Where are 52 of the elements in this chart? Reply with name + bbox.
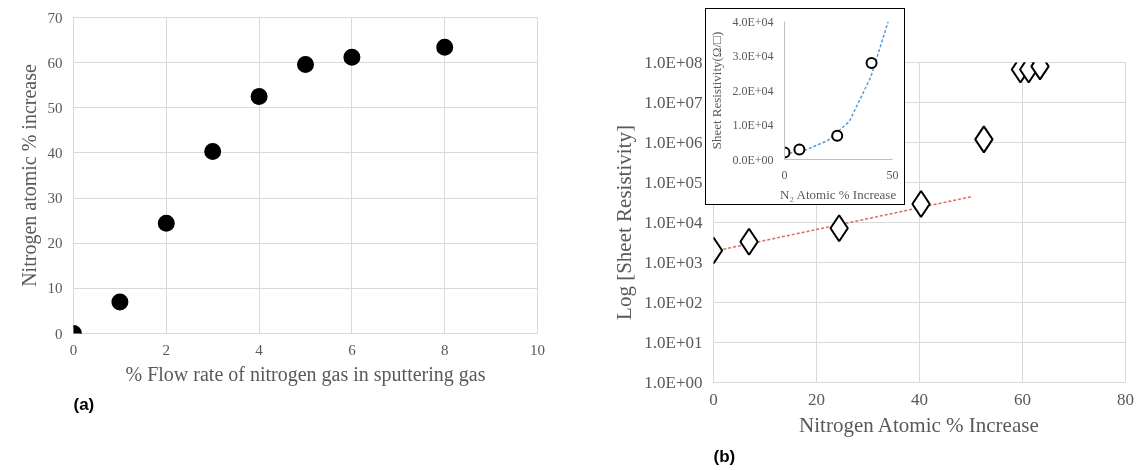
y-tick-label: 2.0E+04 <box>732 83 774 98</box>
x-tick-label: 40 <box>911 389 928 409</box>
text: (a) <box>73 394 95 414</box>
y-axis-title: Sheet Resistivity(Ω/□) <box>709 31 725 150</box>
point <box>436 38 454 56</box>
y-tick-label: 1.0E+04 <box>644 213 703 232</box>
x-tick-label: 0 <box>69 341 78 358</box>
y-tick-label: 20 <box>47 235 63 252</box>
y-tick-label: 30 <box>47 190 63 207</box>
point <box>111 293 129 311</box>
y-tick-label: 4.0E+04 <box>732 14 774 29</box>
x-axis-title: N₂ Atomic % Increase <box>780 186 897 202</box>
y-tick-label: 0.0E+00 <box>732 152 774 167</box>
point <box>865 56 878 69</box>
y-tick-label: 1.0E+06 <box>644 133 703 152</box>
y-tick-label: 0 <box>55 325 63 342</box>
x-tick-label: 20 <box>808 389 825 409</box>
point <box>831 129 844 142</box>
x-tick-label: 10 <box>530 341 545 358</box>
y-tick-label: 1.0E+05 <box>644 173 703 192</box>
y-axis-title: Log [Sheet Resistivity] <box>612 125 637 320</box>
x-axis-title: % Flow rate of nitrogen gas in sputtering gas <box>125 362 486 386</box>
y-tick-label: 10 <box>47 280 63 297</box>
y-tick-label: 1.0E+03 <box>644 253 703 272</box>
y-tick-label: 70 <box>47 9 63 26</box>
x-axis-title: Nitrogen Atomic % Increase <box>799 412 1039 437</box>
point <box>793 143 806 156</box>
x-tick-label: 60 <box>1014 389 1031 409</box>
y-tick-label: 40 <box>47 144 63 161</box>
y-axis-title: Nitrogen atomic % increase <box>17 64 41 287</box>
x-tick-label: 8 <box>440 341 449 358</box>
x-tick-label: 80 <box>1117 389 1134 409</box>
y-tick-label: 1.0E+07 <box>644 93 703 112</box>
point <box>297 55 314 73</box>
x-tick-label: 2 <box>162 341 171 358</box>
y-tick-label: 1.0E+08 <box>644 53 703 72</box>
text: (b) <box>713 446 736 466</box>
point <box>911 190 931 218</box>
y-tick-label: 1.0E+02 <box>644 293 703 312</box>
x-tick-label: 0 <box>709 389 718 409</box>
x-tick-label: 6 <box>348 341 357 358</box>
point <box>343 48 361 66</box>
point <box>204 143 222 161</box>
y-tick-label: 60 <box>47 54 63 71</box>
point <box>250 88 268 105</box>
y-tick-label: 50 <box>47 99 63 116</box>
y-tick-label: 1.0E+04 <box>732 118 774 132</box>
x-tick-label: 4 <box>255 341 264 358</box>
y-tick-label: 3.0E+04 <box>732 49 774 63</box>
point <box>157 214 175 232</box>
y-tick-label: 1.0E+00 <box>644 373 703 392</box>
y-tick-label: 1.0E+01 <box>644 333 703 352</box>
